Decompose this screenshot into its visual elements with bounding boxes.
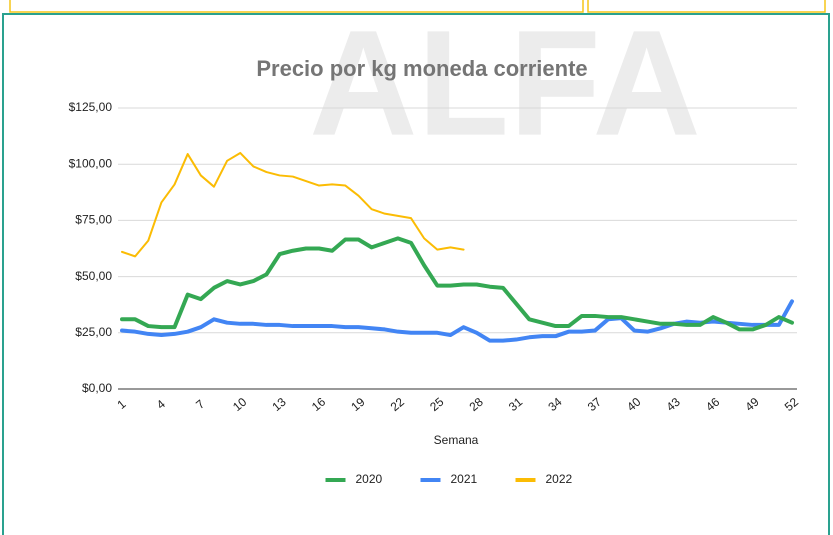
y-tick-label: $100,00 xyxy=(69,156,113,170)
legend-label: 2020 xyxy=(356,472,383,486)
line-series xyxy=(121,151,465,258)
watermark: ALFA xyxy=(309,0,701,167)
x-tick-label: 25 xyxy=(427,395,446,415)
x-tick-label: 46 xyxy=(703,395,722,415)
x-tick-label: 34 xyxy=(545,395,564,415)
x-axis-label: Semana xyxy=(434,433,479,447)
x-tick-label: 28 xyxy=(467,395,486,415)
x-tick-label: 37 xyxy=(585,395,604,415)
x-tick-label: 10 xyxy=(230,395,249,415)
plot: $0,00 $25,00 $50,00 $75,00 $100,00 $125,00 1 4 7… xyxy=(69,100,802,486)
x-tick-label: 4 xyxy=(154,397,168,412)
chart-title: Precio por kg moneda corriente xyxy=(256,56,587,81)
x-tick-label: 22 xyxy=(388,395,407,415)
top-box xyxy=(9,0,584,13)
top-box xyxy=(587,0,826,13)
x-tick-label: 49 xyxy=(742,395,761,415)
y-tick-label: $0,00 xyxy=(82,381,112,395)
x-tick-label: 13 xyxy=(269,395,288,415)
x-tick-label: 1 xyxy=(114,397,128,412)
y-tick-label: $25,00 xyxy=(75,325,112,339)
line-series xyxy=(120,236,794,332)
legend-label: 2022 xyxy=(546,472,573,486)
x-tick-label: 40 xyxy=(624,395,643,415)
x-tick-label: 7 xyxy=(193,397,207,412)
frame xyxy=(2,13,830,535)
y-tick-label: $125,00 xyxy=(69,100,113,114)
x-tick-label: 16 xyxy=(309,395,328,415)
x-tick-label: 31 xyxy=(506,395,525,415)
line-series xyxy=(120,299,794,343)
legend-label: 2021 xyxy=(451,472,478,486)
x-tick-label: 19 xyxy=(348,395,367,415)
x-tick-label: 52 xyxy=(782,395,801,415)
y-tick-label: $50,00 xyxy=(75,269,112,283)
x-tick-label: 43 xyxy=(664,395,683,415)
y-tick-label: $75,00 xyxy=(75,213,112,227)
